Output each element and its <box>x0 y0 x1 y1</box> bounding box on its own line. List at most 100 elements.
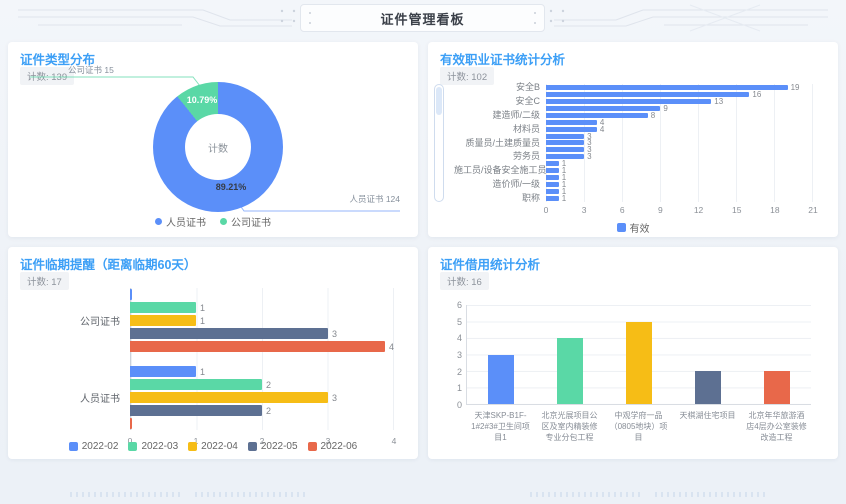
bar[interactable] <box>546 147 585 153</box>
bar[interactable] <box>130 315 196 326</box>
group-label: 人员证书 <box>80 394 120 405</box>
bar-row: 安全C 13 <box>454 96 813 106</box>
count-badge: 计数: 16 <box>440 272 489 290</box>
bar-row <box>130 288 394 301</box>
grouped-bar-chart: 公司证书 1 1 3 4 人员证书 1 2 3 2 <box>20 288 394 430</box>
category-label: 材料员 <box>512 123 540 134</box>
category-label: 质量员/土建质量员 <box>465 137 540 148</box>
bar[interactable] <box>130 302 196 313</box>
category-label: 北京年华旅游酒店4层办公室装修改造工程 <box>746 411 807 442</box>
bar[interactable] <box>546 98 712 104</box>
panel-certificate-type-distribution: 证件类型分布 计数: 139 公司证书 15 人员证书 124 10.79% 8… <box>8 42 418 237</box>
legend-item[interactable]: 2022-06 <box>307 441 357 452</box>
bar-row: 16 <box>454 90 813 98</box>
bar[interactable] <box>130 328 328 339</box>
bar[interactable] <box>130 341 385 352</box>
bar[interactable] <box>546 133 585 139</box>
value-label: 1 <box>200 315 206 326</box>
value-label: 4 <box>599 124 605 134</box>
value-label: 1 <box>561 173 567 183</box>
bar[interactable] <box>557 338 584 404</box>
bar-slot <box>673 305 742 404</box>
legend-item[interactable]: 2022-05 <box>247 441 298 452</box>
bar-track: 1 <box>546 173 813 183</box>
bar[interactable] <box>546 154 585 160</box>
axis-tick-label: 0 <box>127 436 133 446</box>
bar-track: 16 <box>546 90 813 98</box>
vbar-yaxis: 0 1 2 3 4 5 6 <box>436 300 462 410</box>
bar[interactable] <box>130 392 328 403</box>
legend-item[interactable]: 2022-03 <box>128 441 178 452</box>
bar[interactable] <box>546 84 788 90</box>
bar[interactable] <box>546 91 750 97</box>
pie-callout-person: 人员证书 124 <box>349 194 400 204</box>
hbar-xaxis: 0 3 6 9 12 15 18 21 <box>544 205 818 217</box>
bar-slot <box>742 305 811 404</box>
bar-group: 公司证书 1 1 3 4 <box>20 288 394 353</box>
bar[interactable] <box>546 126 597 132</box>
value-label: 1 <box>200 366 206 377</box>
legend-item[interactable]: 人员证书 <box>155 214 206 229</box>
value-label: 1 <box>200 302 206 313</box>
bar[interactable] <box>546 189 559 195</box>
value-label: 13 <box>714 96 724 106</box>
bar[interactable] <box>546 140 585 146</box>
category-label: 造价师/一级 <box>492 179 540 190</box>
bar[interactable] <box>546 182 559 188</box>
bar[interactable] <box>625 321 652 404</box>
bar-track: 1 <box>546 194 813 202</box>
value-label: 3 <box>587 131 592 141</box>
bar[interactable] <box>130 366 196 377</box>
bar-row: 3 <box>130 327 394 340</box>
legend-item[interactable]: 有效 <box>616 220 650 235</box>
bar[interactable] <box>130 379 262 390</box>
axis-tick-label: 3 <box>581 205 587 215</box>
count-badge: 计数: 139 <box>20 67 75 85</box>
legend-item[interactable]: 公司证书 <box>220 214 271 229</box>
bar[interactable] <box>546 112 648 118</box>
bar[interactable] <box>130 289 132 300</box>
datazoom-slider[interactable] <box>434 84 444 202</box>
bar[interactable] <box>546 168 559 174</box>
axis-tick-label: 3 <box>325 436 331 446</box>
slice-percent-label: 89.21% <box>215 182 247 192</box>
donut-center: 计数 <box>185 114 251 180</box>
panel-title: 证件临期提醒（距离临期60天） <box>20 258 197 272</box>
bar-row: 劳务员 3 <box>454 152 813 161</box>
bar[interactable] <box>546 175 559 181</box>
axis-tick-label: 2 <box>259 436 265 446</box>
value-label: 1 <box>561 159 567 169</box>
category-label: 建造师/二级 <box>492 109 540 120</box>
donut-chart[interactable]: 10.79% 89.21% 计数 <box>153 82 283 212</box>
bar-row: 1 <box>130 314 394 327</box>
bar-row: 2 <box>130 378 394 391</box>
bar-track: 1 <box>546 167 813 175</box>
title-corner-dot <box>309 12 311 14</box>
legend-item[interactable]: 2022-04 <box>188 441 238 452</box>
bar[interactable] <box>763 371 790 404</box>
category-label: 安全B <box>515 82 540 92</box>
bar[interactable] <box>546 119 597 125</box>
axis-tick-label: 12 <box>693 205 704 215</box>
datazoom-handle[interactable] <box>436 87 442 115</box>
bar[interactable] <box>694 371 721 404</box>
bar[interactable] <box>130 405 262 416</box>
bar[interactable] <box>546 161 559 167</box>
bar[interactable] <box>488 354 515 404</box>
bar-row: 职称 1 <box>454 194 813 203</box>
bar-slot <box>536 305 605 404</box>
bar[interactable] <box>546 105 661 111</box>
panel-valid-certificates-analysis: 有效职业证书统计分析 计数: 102 安全B 19 16 安全C 13 9 建造师/二级 8 4… <box>428 42 838 237</box>
count-badge: 计数: 17 <box>20 272 69 290</box>
bar-row: 3 <box>454 146 813 154</box>
bar[interactable] <box>130 418 132 429</box>
bar[interactable] <box>546 195 559 201</box>
group-label: 公司证书 <box>80 317 120 328</box>
bar-track: 4 <box>546 124 813 134</box>
legend-marker <box>307 442 317 451</box>
legend-item[interactable]: 2022-02 <box>68 441 118 452</box>
category-label: 天津SKP-B1F-1#2#3#卫生间项目1 <box>471 411 530 442</box>
bar-row: 施工员/设备安全施工员 1 <box>454 166 813 175</box>
bar-row <box>130 417 394 430</box>
